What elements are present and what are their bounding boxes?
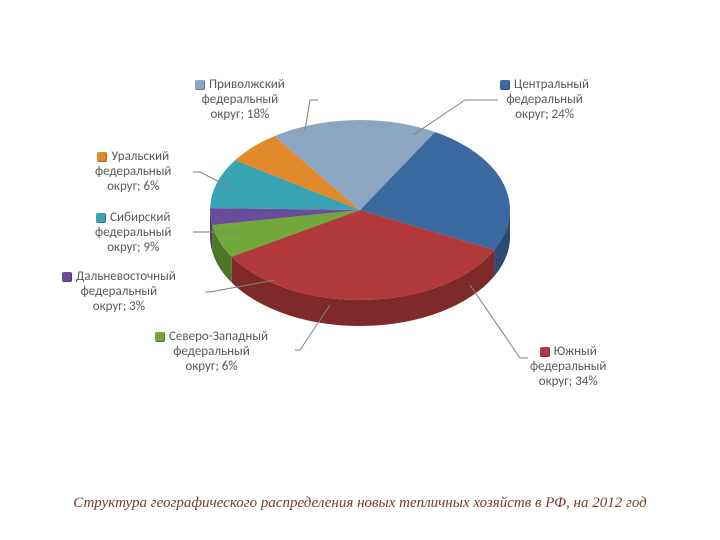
legend-text-line1: Южный (554, 344, 597, 359)
legend-text-rest: федеральный округ; 9% (95, 226, 171, 256)
legend-text-line1: Сибирский (110, 210, 170, 225)
legend-item: Дальневосточныйфедеральный округ; 3% (62, 270, 176, 315)
legend-text-line1: Дальневосточный (76, 269, 176, 284)
legend-swatch (540, 347, 550, 357)
legend-item: Центральныйфедеральный округ; 24% (500, 78, 589, 123)
chart-caption: Структура географического распределения … (0, 495, 720, 512)
legend-swatch (96, 213, 106, 223)
legend-item: Северо-Западныйфедеральный округ; 6% (155, 330, 268, 375)
legend-swatch (155, 332, 165, 342)
legend-text-line1: Приволжский (209, 77, 285, 92)
legend-text-line1: Уральский (111, 149, 169, 164)
legend-swatch (195, 80, 205, 90)
legend-text-rest: федеральный округ; 6% (95, 165, 171, 195)
legend-item: Южныйфедеральный округ; 34% (530, 345, 606, 390)
legend-text-rest: федеральный округ; 34% (530, 360, 606, 390)
legend-text-rest: федеральный округ; 6% (155, 345, 268, 375)
legend-item: Уральскийфедеральный округ; 6% (95, 150, 171, 195)
legend-text-rest: федеральный округ; 18% (195, 93, 285, 123)
legend-swatch (500, 80, 510, 90)
legend-swatch (62, 272, 72, 282)
legend-item: Сибирскийфедеральный округ; 9% (95, 211, 171, 256)
legend-swatch (97, 152, 107, 162)
legend-text-line1: Северо-Западный (169, 329, 268, 344)
legend-item: Приволжскийфедеральный округ; 18% (195, 78, 285, 123)
legend-text-rest: федеральный округ; 24% (500, 93, 589, 123)
legend-text-rest: федеральный округ; 3% (62, 285, 176, 315)
legend-text-line1: Центральный (514, 77, 589, 92)
